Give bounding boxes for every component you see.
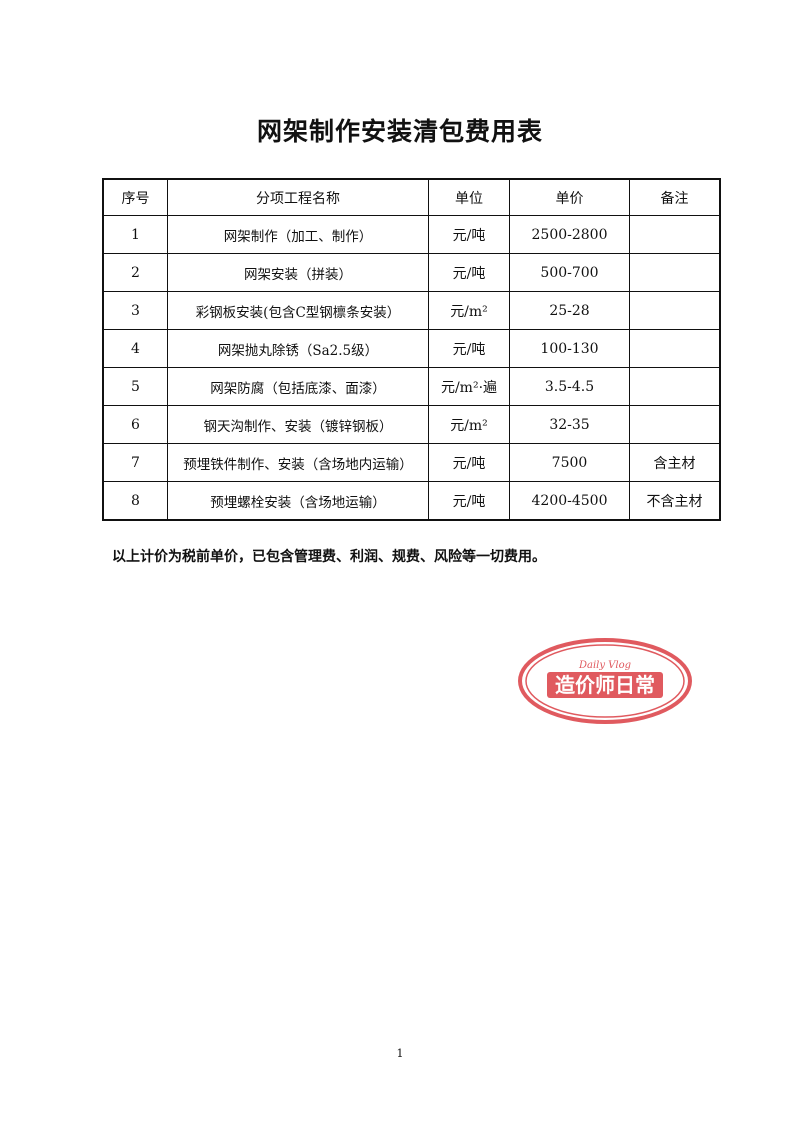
table-header-row: 序号 分项工程名称 单位 单价 备注 (102, 178, 721, 216)
page-title: 网架制作安装清包费用表 (256, 117, 543, 146)
cell-item-name: 网架制作（加工、制作） (167, 215, 429, 254)
cell-remarks (629, 405, 721, 444)
cell-row-index: 4 (102, 329, 168, 368)
stamp-outer-ring (518, 638, 692, 724)
cell-unit-price: 2500-2800 (509, 215, 630, 254)
cell-item-name: 网架防腐（包括底漆、面漆） (167, 367, 429, 406)
cell-unit-price: 32-35 (509, 405, 630, 444)
cell-item-name: 彩钢板安装(包含C型钢檩条安装） (167, 291, 429, 330)
cell-item-name: 预埋铁件制作、安装（含场地内运输） (167, 443, 429, 482)
header-remarks: 备注 (629, 178, 721, 216)
cell-remarks (629, 253, 721, 292)
cell-row-index: 2 (102, 253, 168, 292)
pricing-note: 以上计价为税前单价，已包含管理费、利润、规费、风险等一切费用。 (112, 549, 546, 565)
cell-item-name: 网架抛丸除锈（Sa2.5级） (167, 329, 429, 368)
cell-unit: 元/m² (428, 405, 510, 444)
cell-unit: 元/m² (428, 291, 510, 330)
cell-unit: 元/吨 (428, 329, 510, 368)
cell-unit-price: 7500 (509, 443, 630, 482)
cell-remarks (629, 329, 721, 368)
header-item-name: 分项工程名称 (167, 178, 429, 216)
header-index: 序号 (102, 178, 168, 216)
stamp-inner-ring (525, 644, 685, 718)
cell-remarks (629, 367, 721, 406)
cell-unit: 元/吨 (428, 253, 510, 292)
cell-unit-price: 500-700 (509, 253, 630, 292)
cell-row-index: 1 (102, 215, 168, 254)
header-unit-price: 单价 (509, 178, 630, 216)
stamp-banner (547, 672, 663, 698)
cell-unit-price: 100-130 (509, 329, 630, 368)
cell-remarks (629, 291, 721, 330)
table-row: 3 彩钢板安装(包含C型钢檩条安装） 元/m² 25-28 (102, 291, 721, 330)
cost-table: 序号 分项工程名称 单位 单价 备注 1 网架制作（加工、制作） 元/吨 2500-2… (102, 178, 721, 521)
cell-row-index: 8 (102, 481, 168, 521)
table-row: 4 网架抛丸除锈（Sa2.5级） 元/吨 100-130 (102, 329, 721, 368)
table-row: 7 预埋铁件制作、安装（含场地内运输） 元/吨 7500 含主材 (102, 443, 721, 482)
stamp-top-text: Daily Vlog (578, 660, 631, 671)
cell-row-index: 3 (102, 291, 168, 330)
cell-remarks: 不含主材 (629, 481, 721, 521)
cell-unit-price: 25-28 (509, 291, 630, 330)
cell-row-index: 7 (102, 443, 168, 482)
cell-unit: 元/吨 (428, 481, 510, 521)
table-row: 5 网架防腐（包括底漆、面漆） 元/m²·遍 3.5-4.5 (102, 367, 721, 406)
cell-unit: 元/吨 (428, 443, 510, 482)
cell-row-index: 5 (102, 367, 168, 406)
table-row: 6 钢天沟制作、安装（镀锌钢板） 元/m² 32-35 (102, 405, 721, 444)
header-unit: 单位 (428, 178, 510, 216)
cell-remarks: 含主材 (629, 443, 721, 482)
cell-remarks (629, 215, 721, 254)
stamp-main-text: 造价师日常 (555, 673, 655, 697)
cell-unit: 元/吨 (428, 215, 510, 254)
table-row: 2 网架安装（拼装） 元/吨 500-700 (102, 253, 721, 292)
table-row: 8 预埋螺栓安装（含场地运输） 元/吨 4200-4500 不含主材 (102, 481, 721, 521)
cell-unit-price: 3.5-4.5 (509, 367, 630, 406)
cell-item-name: 预埋螺栓安装（含场地运输） (167, 481, 429, 521)
cell-row-index: 6 (102, 405, 168, 444)
cell-item-name: 钢天沟制作、安装（镀锌钢板） (167, 405, 429, 444)
cell-item-name: 网架安装（拼装） (167, 253, 429, 292)
table-row: 1 网架制作（加工、制作） 元/吨 2500-2800 (102, 215, 721, 254)
cell-unit: 元/m²·遍 (428, 367, 510, 406)
cell-unit-price: 4200-4500 (509, 481, 630, 521)
stamp-logo: Daily Vlog 造价师日常 (518, 638, 692, 724)
page-number: 1 (396, 1047, 404, 1060)
